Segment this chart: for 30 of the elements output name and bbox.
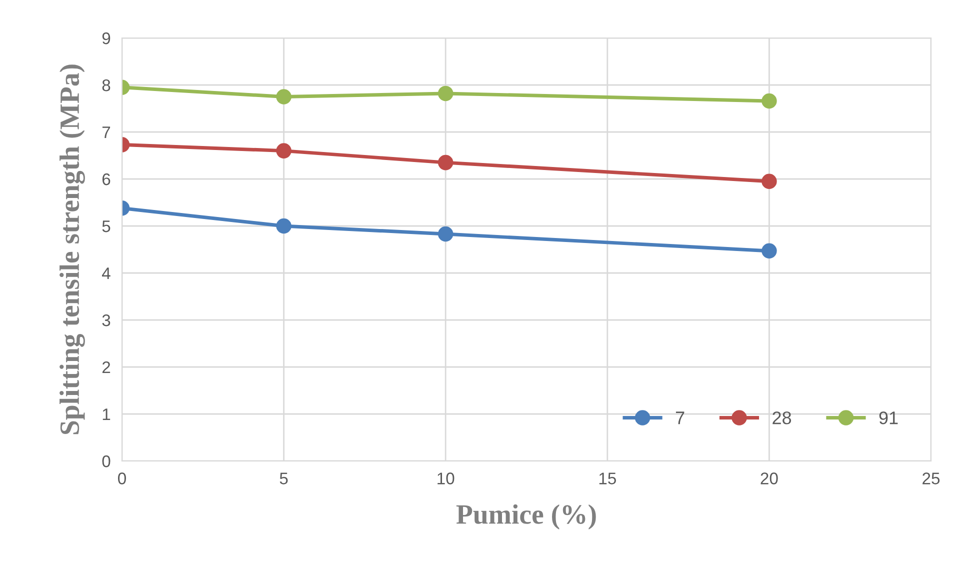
y-tick-label: 2 — [102, 361, 110, 374]
point — [438, 226, 454, 242]
point — [276, 89, 292, 104]
point — [762, 93, 777, 109]
legend-label: 7 — [676, 412, 684, 424]
point — [276, 143, 292, 158]
y-tick-label: 8 — [102, 79, 110, 92]
x-tick-label: 10 — [438, 472, 454, 484]
x-axis-title: Pumice (%) — [456, 504, 596, 530]
x-tick-label: 15 — [599, 472, 616, 484]
y-tick-label: 5 — [102, 220, 110, 232]
y-tick-label: 3 — [102, 314, 110, 326]
y-tick-label: 9 — [102, 32, 110, 44]
point — [438, 86, 454, 102]
y-tick-label: 6 — [102, 173, 110, 186]
y-axis-title: Splitting tensile strength (MPa) — [60, 64, 85, 434]
x-tick-label: 20 — [760, 472, 778, 484]
point — [762, 174, 777, 189]
point — [276, 218, 292, 234]
point — [438, 154, 454, 170]
x-tick-label: 25 — [922, 472, 940, 484]
legend-label: 91 — [879, 411, 898, 424]
x-tick-label: 5 — [280, 472, 288, 484]
y-tick-label: 1 — [102, 408, 110, 420]
x-tick-label: 0 — [118, 472, 126, 484]
point — [762, 243, 777, 259]
y-tick-label: 4 — [102, 268, 110, 280]
legend-label: 28 — [772, 411, 792, 424]
y-tick-label: 7 — [102, 126, 110, 138]
y-tick-label: 0 — [102, 455, 110, 468]
